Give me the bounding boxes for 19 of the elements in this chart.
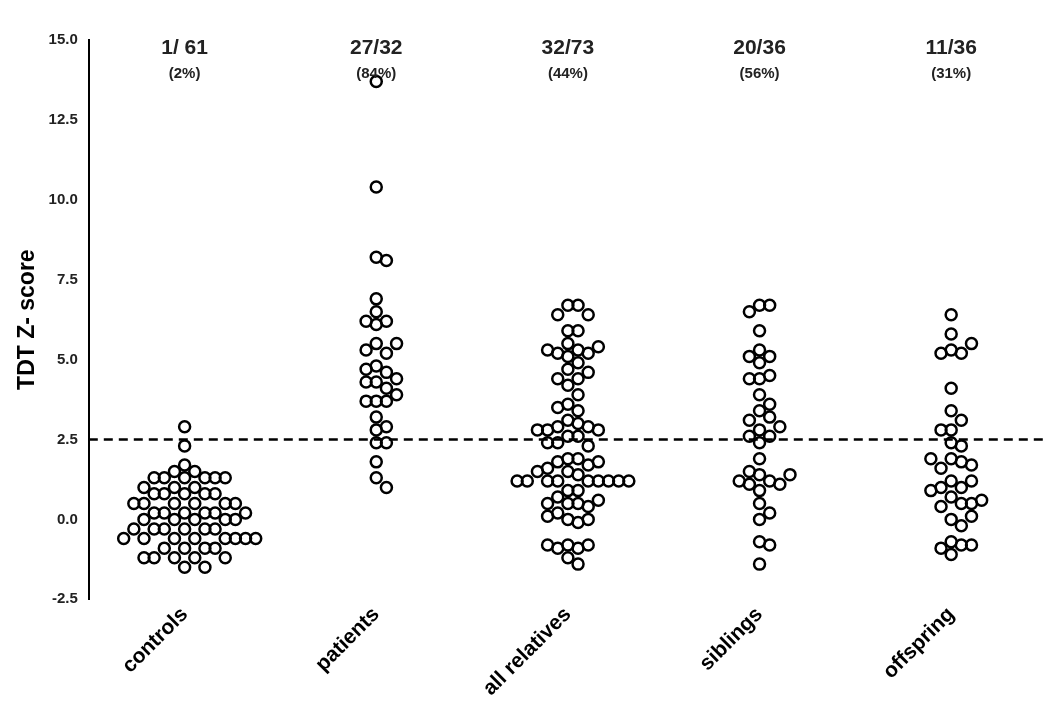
annotation: (84%)	[356, 64, 397, 81]
annotation: (44%)	[547, 64, 588, 81]
annotation: 32/73	[541, 35, 595, 58]
y-tick-label: 15.0	[48, 30, 78, 48]
annotation: 1/ 61	[161, 35, 209, 58]
y-tick-label: 2.5	[56, 429, 78, 447]
annotation: 27/32	[349, 35, 403, 58]
y-tick-label: -2.5	[51, 589, 78, 607]
y-tick-label: 12.5	[48, 110, 78, 128]
annotation: (56%)	[739, 64, 780, 81]
y-tick-label: 10.0	[48, 189, 78, 207]
annotation: 11/36	[925, 35, 977, 58]
y-axis-title: TDT Z- score	[13, 249, 40, 390]
annotation: 20/36	[733, 35, 786, 58]
y-tick-label: 7.5	[56, 269, 78, 287]
y-tick-label: 0.0	[56, 509, 78, 527]
annotation: (31%)	[931, 64, 972, 81]
annotation: (2%)	[168, 64, 201, 81]
y-tick-label: 5.0	[56, 349, 78, 367]
